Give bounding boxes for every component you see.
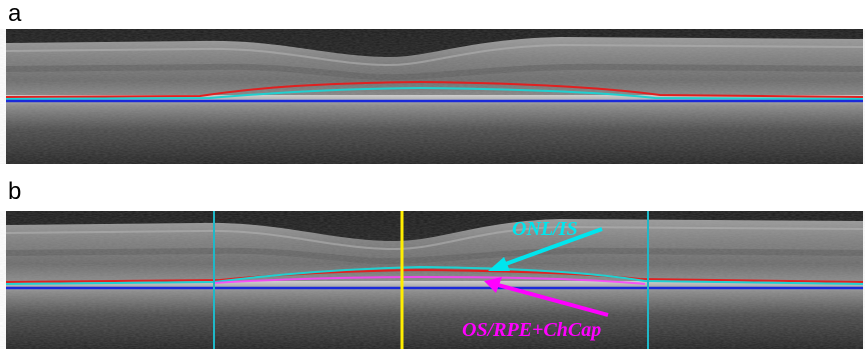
magenta-boundary [213,275,646,285]
panel-b-label: b [8,178,22,205]
oct-scan-panel-b: ONL/IS OS/RPE+ChCap [5,211,864,349]
os-rpe-arrowhead [484,277,502,293]
onl-is-arrow [499,227,603,268]
os-rpe-label: OS/RPE+ChCap [462,319,601,341]
cyan-boundary [5,86,864,100]
panel-a-label: a [8,0,22,27]
oct-scan-panel-a [5,29,864,164]
onl-is-arrowhead [488,257,510,271]
cyan-boundary [5,265,864,285]
onl-is-label: ONL/IS [512,218,578,240]
os-rpe-arrow [497,283,609,317]
red-boundary [5,80,864,98]
